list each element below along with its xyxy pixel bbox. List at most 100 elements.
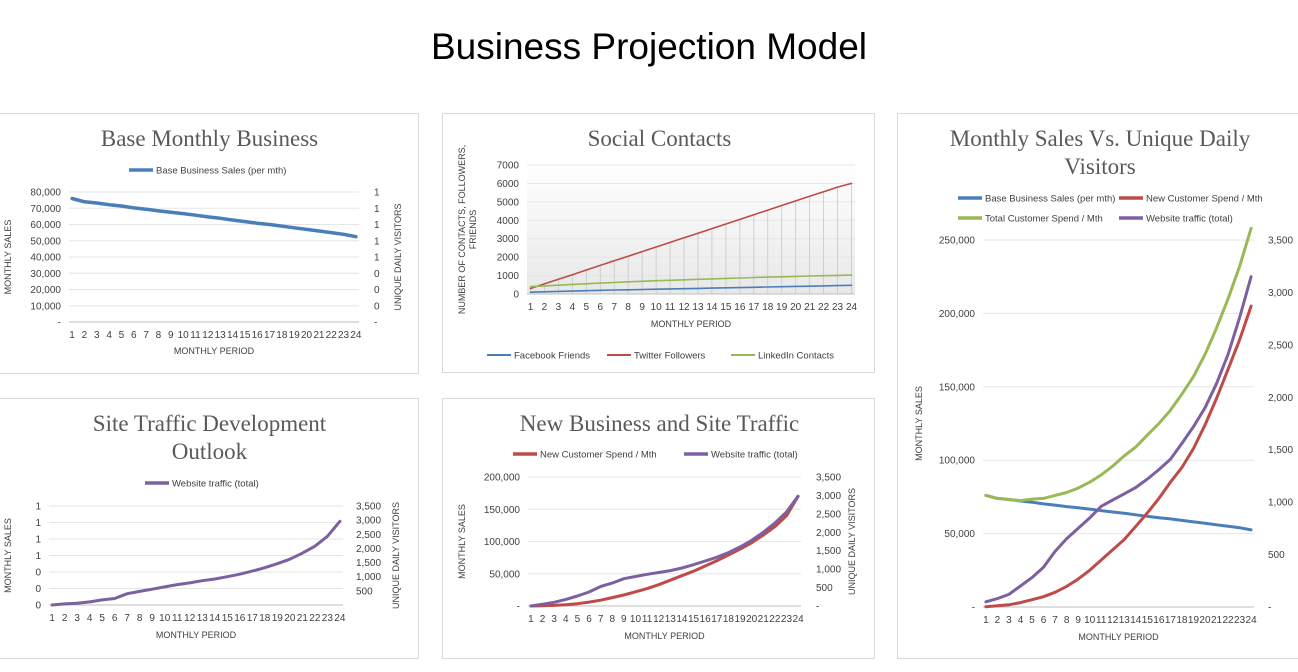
y-tick-label: 0 bbox=[35, 568, 41, 579]
legend-label: LinkedIn Contacts bbox=[758, 351, 834, 362]
x-tick-label: 13 bbox=[1119, 615, 1131, 626]
y-tick-label: 70,000 bbox=[30, 204, 61, 215]
x-tick-label: 3 bbox=[556, 302, 562, 313]
x-tick-label: 20 bbox=[790, 302, 802, 313]
x-tick-label: 23 bbox=[322, 613, 334, 624]
x-tick-label: 5 bbox=[99, 613, 105, 624]
y-axis-label: FRIENDS bbox=[468, 210, 478, 250]
chart-svg: Monthly Sales Vs. Unique Daily Visitors - 5… bbox=[914, 126, 1293, 642]
y-tick-label: 50,000 bbox=[489, 569, 520, 580]
x-axis-label: MONTHLY PERIOD bbox=[1078, 632, 1159, 642]
y-tick-label: 0 bbox=[513, 290, 519, 301]
chart-title: New Business and Site Traffic bbox=[520, 411, 799, 436]
x-tick-label: 7 bbox=[143, 330, 149, 341]
x-axis-label: MONTHLY PERIOD bbox=[156, 630, 237, 640]
series-line bbox=[529, 494, 800, 608]
x-tick-label: 8 bbox=[609, 614, 615, 625]
y-tick-label: 6000 bbox=[497, 179, 520, 190]
x-tick-label: 1 bbox=[69, 330, 75, 341]
x-tick-label: 9 bbox=[168, 330, 174, 341]
x-tick-label: 1 bbox=[528, 614, 534, 625]
y2-tick-label: 1,500 bbox=[1268, 445, 1293, 456]
legend-label: Total Customer Spend / Mth bbox=[985, 214, 1103, 225]
x-tick-label: 21 bbox=[758, 614, 770, 625]
x-tick-label: 12 bbox=[678, 302, 690, 313]
y-tick-label: 200,000 bbox=[939, 309, 976, 320]
x-tick-label: 20 bbox=[746, 614, 758, 625]
x-tick-label: 14 bbox=[706, 302, 718, 313]
x-tick-label: 21 bbox=[1211, 615, 1223, 626]
x-tick-label: 21 bbox=[804, 302, 816, 313]
legend-label: Website traffic (total) bbox=[172, 479, 259, 490]
y-axis-label: MONTHLY SALES bbox=[457, 504, 467, 579]
x-tick-label: 17 bbox=[264, 330, 276, 341]
x-tick-label: 23 bbox=[338, 330, 350, 341]
x-tick-label: 14 bbox=[676, 614, 688, 625]
y2-tick-label: - bbox=[1268, 603, 1271, 614]
x-tick-label: 15 bbox=[1142, 615, 1154, 626]
y-tick-label: 80,000 bbox=[30, 188, 61, 199]
x-tick-label: 6 bbox=[131, 330, 137, 341]
chart-title: Social Contacts bbox=[588, 126, 732, 151]
x-tick-label: 6 bbox=[1041, 615, 1047, 626]
x-tick-label: 11 bbox=[665, 302, 676, 313]
y2-tick-label: - bbox=[816, 602, 819, 613]
y-tick-label: 4000 bbox=[497, 216, 520, 227]
series-line bbox=[984, 493, 1253, 532]
y2-tick-label: 2,500 bbox=[816, 509, 841, 520]
y2-tick-label: - bbox=[374, 318, 377, 329]
x-tick-label: 10 bbox=[1084, 615, 1096, 626]
y-tick-label: 1 bbox=[35, 518, 41, 529]
y2-tick-label: 0 bbox=[374, 285, 380, 296]
page-title: Business Projection Model bbox=[431, 26, 867, 67]
x-tick-label: 15 bbox=[720, 302, 732, 313]
y2-tick-label: 1,000 bbox=[816, 565, 841, 576]
y2-tick-label: 500 bbox=[356, 586, 373, 597]
x-tick-label: 11 bbox=[1096, 615, 1107, 626]
y2-axis-label: UNIQUE DAILY VISITORS bbox=[393, 203, 403, 310]
x-tick-label: 5 bbox=[119, 330, 125, 341]
chart-title: Site Traffic Development bbox=[93, 411, 327, 436]
y-tick-label: 3000 bbox=[497, 234, 520, 245]
x-tick-label: 4 bbox=[563, 614, 569, 625]
x-tick-label: 14 bbox=[227, 330, 239, 341]
y-tick-label: - bbox=[517, 602, 520, 613]
x-tick-label: 4 bbox=[106, 330, 112, 341]
x-tick-label: 10 bbox=[178, 330, 190, 341]
y2-tick-label: 0 bbox=[374, 269, 380, 280]
x-tick-label: 16 bbox=[700, 614, 712, 625]
x-tick-label: 11 bbox=[642, 614, 653, 625]
series-line bbox=[984, 226, 1253, 503]
series-line bbox=[50, 519, 342, 607]
x-tick-label: 23 bbox=[781, 614, 793, 625]
y-tick-label: 250,000 bbox=[939, 236, 976, 247]
x-tick-label: 1 bbox=[983, 615, 989, 626]
y-tick-label: 30,000 bbox=[30, 269, 61, 280]
y-tick-label: 0 bbox=[35, 601, 41, 612]
x-tick-label: 12 bbox=[653, 614, 665, 625]
series-line bbox=[984, 304, 1253, 609]
x-tick-label: 19 bbox=[776, 302, 788, 313]
x-tick-label: 18 bbox=[259, 613, 271, 624]
y2-tick-label: 1 bbox=[374, 253, 380, 264]
x-tick-label: 21 bbox=[313, 330, 325, 341]
x-tick-label: 2 bbox=[82, 330, 88, 341]
chart-svg: New Business and Site Traffic - 50,000 100,… bbox=[457, 411, 857, 641]
y-tick-label: 100,000 bbox=[484, 537, 521, 548]
x-tick-label: 8 bbox=[137, 613, 143, 624]
y-tick-label: 1 bbox=[35, 551, 41, 562]
x-tick-label: 13 bbox=[215, 330, 227, 341]
y-tick-label: 1 bbox=[35, 502, 41, 513]
y2-tick-label: 2,000 bbox=[1268, 393, 1293, 404]
x-tick-label: 24 bbox=[1246, 615, 1258, 626]
y2-tick-label: 1 bbox=[374, 220, 380, 231]
x-tick-label: 8 bbox=[156, 330, 162, 341]
x-tick-label: 7 bbox=[124, 613, 130, 624]
chart-title: Visitors bbox=[1064, 154, 1136, 179]
x-tick-label: 12 bbox=[1107, 615, 1119, 626]
x-tick-label: 20 bbox=[284, 613, 296, 624]
x-tick-label: 16 bbox=[1153, 615, 1165, 626]
x-tick-label: 22 bbox=[1222, 615, 1234, 626]
y2-tick-label: 3,000 bbox=[816, 491, 841, 502]
y-tick-label: 40,000 bbox=[30, 253, 61, 264]
